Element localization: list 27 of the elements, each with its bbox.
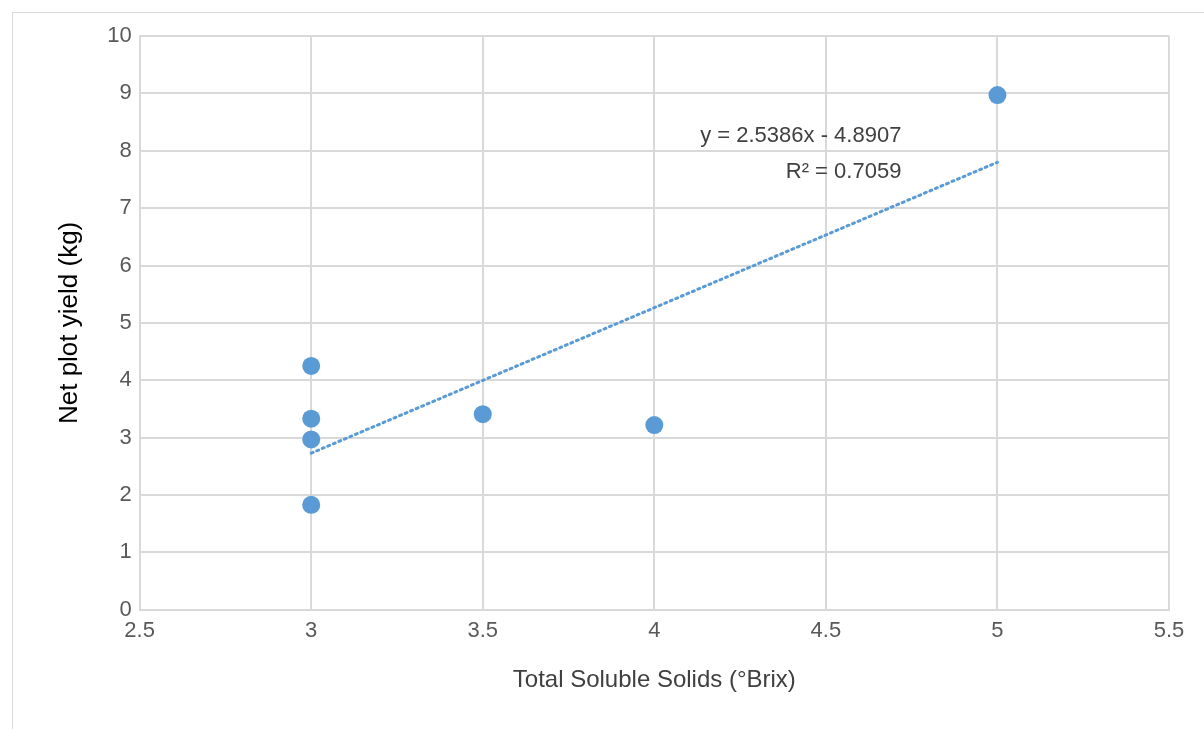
annotation: y = 2.5386x - 4.8907 <box>700 122 902 148</box>
x-tick-label: 3.5 <box>467 617 499 643</box>
y-tick-label: 9 <box>119 79 132 105</box>
x-tick-label: 4.5 <box>810 617 842 643</box>
annotation: R² = 0.7059 <box>785 158 902 184</box>
point <box>302 430 321 449</box>
x-tick-label: 4 <box>648 617 661 643</box>
y-tick-label: 6 <box>119 251 132 277</box>
y-axis-title: Net plot yield (kg) <box>52 221 83 425</box>
point <box>645 416 664 435</box>
x-tick-label: 5 <box>991 617 1004 643</box>
point <box>302 409 321 428</box>
y-tick-label: 2 <box>119 481 132 507</box>
y-tick-label: 10 <box>107 22 132 48</box>
y-tick-label: 8 <box>119 136 132 162</box>
point <box>302 495 321 514</box>
point <box>302 356 321 375</box>
y-tick-label: 5 <box>119 308 132 334</box>
point <box>473 405 492 424</box>
x-tick-label: 3 <box>305 617 318 643</box>
y-tick-label: 1 <box>119 538 132 564</box>
x-tick-label: 5.5 <box>1153 617 1185 643</box>
y-tick-label: 3 <box>119 423 132 449</box>
point <box>988 86 1007 105</box>
y-tick-label: 7 <box>119 194 132 220</box>
x-axis-title: Total Soluble Solids (°Brix) <box>512 665 796 693</box>
y-tick-label: 4 <box>119 366 132 392</box>
